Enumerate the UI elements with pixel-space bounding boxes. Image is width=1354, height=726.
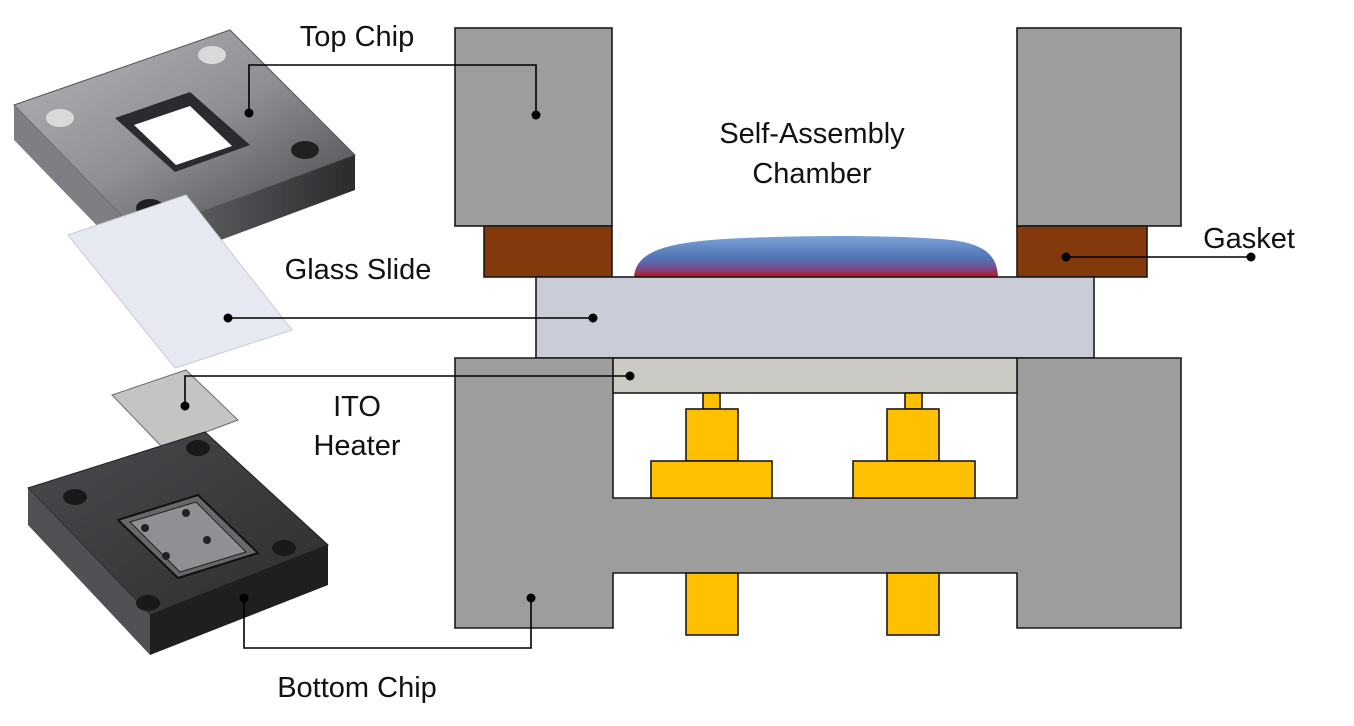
bottom-chip-3d [27,431,329,655]
electrode-left [650,392,773,636]
label-gasket: Gasket [1203,223,1295,255]
ito-heater-section [612,357,1018,394]
bottom-chip-leader [243,598,532,649]
glass-slide-section [535,276,1095,359]
top-chip-right-block [1016,27,1182,227]
label-chamber-line2: Chamber [752,158,872,190]
gasket-right [1016,225,1148,278]
label-ito-line2: Heater [313,430,400,462]
self-assembly-droplet [634,236,998,277]
electrode-right [852,392,976,636]
label-chamber-line1: Self-Assembly [719,118,905,150]
gasket-left [483,225,613,278]
exploded-view [13,29,356,655]
label-bottom-chip: Bottom Chip [277,672,437,704]
pin-hole-icon [46,109,74,127]
bottom-chip-section [454,357,1182,629]
ito-heater-3d [111,369,239,449]
cross-section [454,27,1182,636]
pin-icon [186,440,210,456]
label-glass-slide: Glass Slide [285,254,432,286]
pin-hole-icon [198,46,226,64]
label-ito-line1: ITO [333,391,381,423]
pin-hole-icon [291,141,319,159]
glass-slide-3d [67,194,293,369]
ito-leader [184,375,630,406]
label-top-chip: Top Chip [300,21,414,53]
top-chip-leader [248,64,537,115]
pin-icon [272,540,296,556]
top-chip-left-block [454,27,613,227]
pin-icon [136,595,160,611]
leader-lines [180,64,1256,649]
pin-icon [63,489,87,505]
